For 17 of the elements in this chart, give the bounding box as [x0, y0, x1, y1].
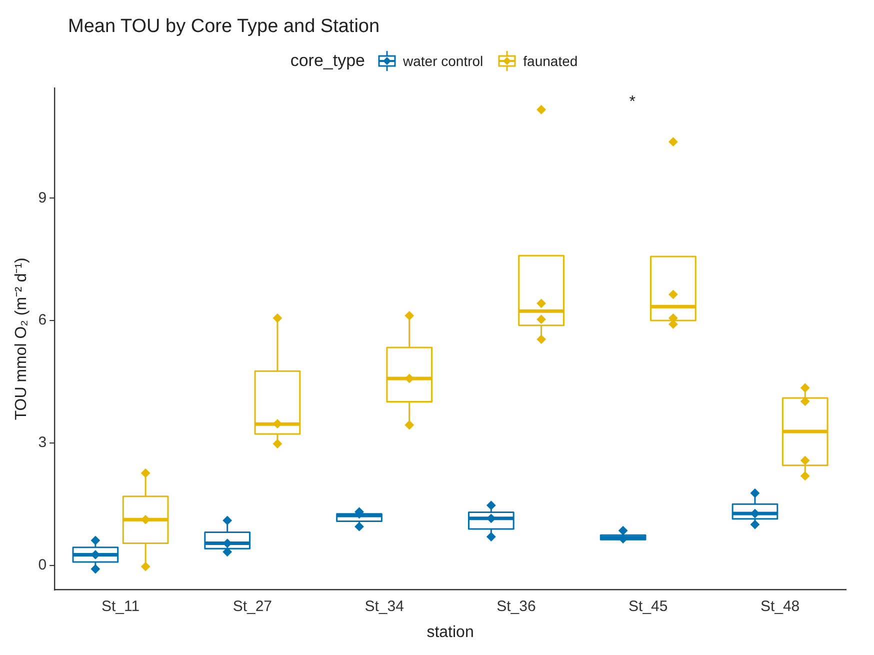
y-tick-label: 6 — [38, 312, 47, 329]
x-tick-label: St_45 — [628, 598, 668, 615]
legend-label: faunated — [523, 53, 578, 69]
legend-label: water control — [403, 53, 484, 69]
x-tick-label: St_11 — [101, 598, 140, 615]
x-tick-label: St_34 — [364, 598, 404, 615]
x-tick-label: St_36 — [496, 598, 536, 615]
x-axis-title: station — [426, 624, 474, 641]
y-tick-label: 0 — [38, 556, 47, 574]
annotation: * — [629, 93, 636, 110]
x-tick-label: St_27 — [232, 598, 272, 615]
x-tick-label: St_48 — [760, 598, 800, 615]
y-tick-label: 9 — [38, 189, 47, 206]
y-tick-label: 3 — [38, 434, 47, 452]
chart-title: Mean TOU by Core Type and Station — [67, 15, 381, 39]
y-axis-title: TOU mmol O₂ (m⁻² d⁻¹) — [13, 258, 30, 420]
legend-title: core_type — [290, 51, 365, 71]
